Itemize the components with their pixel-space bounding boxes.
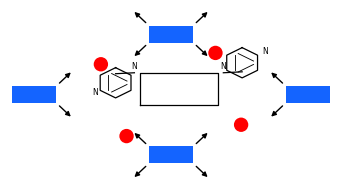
Circle shape (234, 118, 248, 132)
Text: N: N (132, 62, 137, 71)
Circle shape (119, 129, 134, 143)
Text: N: N (262, 47, 268, 56)
Circle shape (208, 46, 223, 60)
Bar (286, 86, 330, 103)
Text: N: N (220, 62, 226, 71)
Circle shape (94, 57, 108, 71)
Bar (12, 86, 56, 103)
Text: N: N (92, 88, 98, 98)
Bar (149, 26, 193, 43)
Bar (149, 146, 193, 163)
